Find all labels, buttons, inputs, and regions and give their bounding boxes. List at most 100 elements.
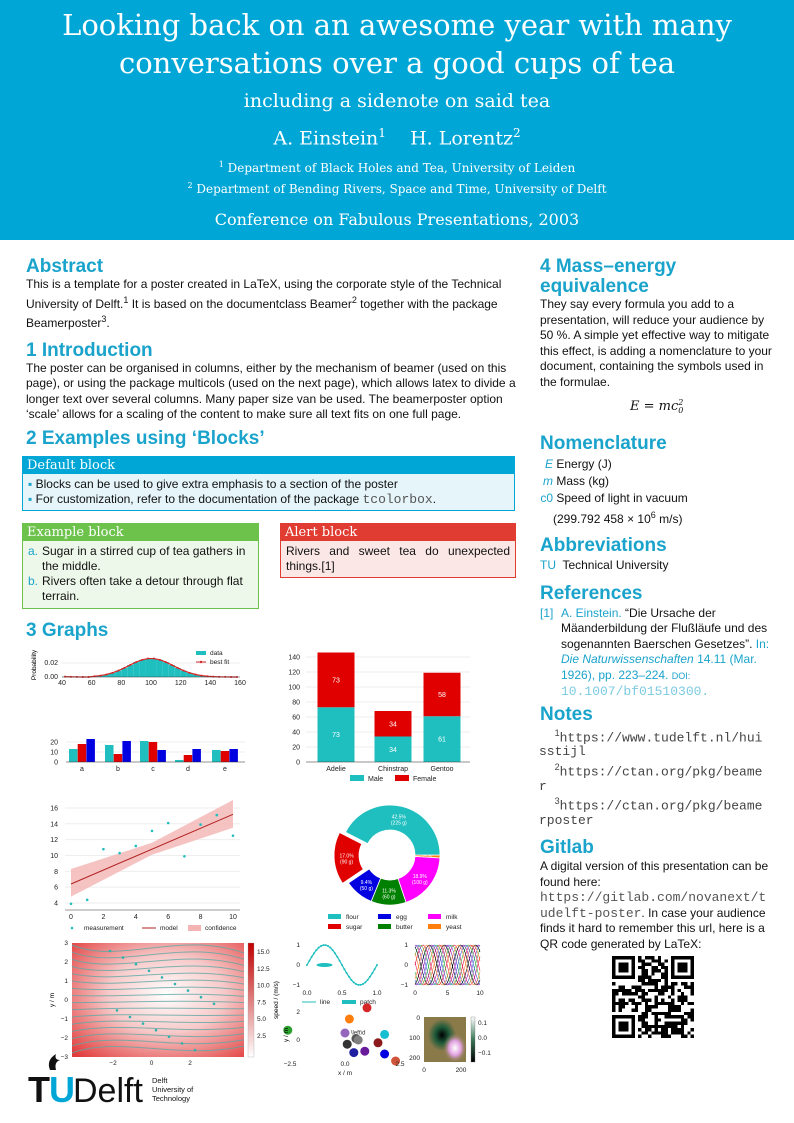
sine-point (350, 978, 353, 981)
qr-module (618, 989, 622, 993)
histogram-bar (162, 662, 169, 677)
scatter-marker (344, 1014, 354, 1024)
tick-label: 2 (101, 914, 105, 921)
qr-module (677, 1015, 681, 1019)
example-block: Example block a. Sugar in a stirred cup o… (22, 522, 259, 609)
qr-module (638, 989, 642, 993)
qr-module (641, 995, 645, 1000)
streamline (71, 1014, 245, 1018)
qr-module (648, 976, 652, 980)
note-item[interactable]: 3https://ctan.org/pkg/beamerposter (539, 796, 763, 828)
slice-percent-label: 42.5% (392, 815, 407, 821)
streamline (71, 958, 245, 966)
bar (220, 751, 230, 762)
note-item[interactable]: 1https://www.tudelft.nl/huisstijl (539, 727, 763, 760)
legend-label: flour (346, 914, 359, 921)
speed-field (72, 943, 244, 1057)
qr-module (651, 966, 655, 970)
best-fit-point (188, 671, 191, 674)
data-label: 34 (389, 747, 397, 754)
qr-module (621, 1002, 626, 1006)
histogram-bar (127, 664, 134, 677)
legend-swatch (188, 925, 201, 931)
best-fit-point (164, 661, 167, 664)
tick-label: 120 (175, 680, 187, 687)
qr-module (680, 1015, 685, 1019)
best-fit-point (111, 671, 114, 674)
histogram-bar (192, 674, 199, 677)
qr-module (641, 999, 645, 1003)
tick-label: 1 (64, 978, 68, 985)
qr-module (664, 1022, 668, 1026)
qr-module (687, 1002, 691, 1006)
qr-module (661, 966, 665, 970)
sine-point (371, 972, 374, 975)
qr-module (618, 1008, 622, 1013)
qr-module (651, 956, 655, 960)
qr-module (648, 979, 652, 983)
qr-module (648, 1025, 652, 1029)
gitlab-link[interactable]: https://gitlab.com/novanext/tudelft-post… (540, 890, 767, 921)
sine-point (338, 959, 341, 962)
qr-module (615, 992, 619, 996)
scatter-marker (340, 1028, 350, 1038)
qr-module (641, 959, 645, 964)
qr-module (671, 989, 675, 993)
qr-module (612, 992, 616, 996)
wave-line (414, 944, 481, 986)
donut-slice-egg (347, 868, 382, 902)
qr-module (657, 959, 662, 964)
annotation: \left\d (351, 1030, 366, 1036)
bar (77, 744, 87, 762)
graphs-heading: 3 Graphs (26, 620, 109, 641)
streamline (71, 944, 245, 954)
poster-subtitle: including a sidenote on said tea (243, 90, 551, 112)
qr-module (690, 1018, 694, 1023)
tick-label: 0 (69, 914, 73, 921)
qr-module (671, 999, 675, 1003)
y-axis-label: Probability (31, 649, 38, 680)
qr-module (661, 1028, 665, 1032)
legend-label: patch (360, 999, 376, 1006)
qr-module (654, 1018, 658, 1023)
wave-line (414, 944, 481, 986)
qr-module (657, 969, 662, 973)
stream-arrow (154, 1028, 158, 1032)
scatter-marker (349, 1048, 359, 1058)
example-block-body: a. Sugar in a stirred cup of tea gathers … (23, 541, 258, 607)
qr-module (654, 1028, 658, 1032)
qr-module (641, 979, 645, 983)
tick-label: 6 (54, 885, 58, 892)
qr-module (674, 1022, 678, 1026)
qr-module (680, 1028, 685, 1032)
qr-module (612, 1002, 616, 1006)
wave-line (414, 944, 481, 986)
legend-label: Female (413, 776, 436, 783)
note-item[interactable]: 2https://ctan.org/pkg/beamer (539, 761, 763, 794)
qr-module (612, 989, 616, 993)
legend-label: best fit (210, 659, 229, 666)
abbreviation-item: TU Technical University (540, 558, 669, 572)
qr-module (651, 972, 655, 977)
qr-module (641, 1025, 645, 1029)
donut-chart: 0.9%(5 g)18.9%(100 g)11.3%(60 g)9.4%(50 … (328, 804, 462, 931)
qr-module (644, 1012, 649, 1016)
qr-module (654, 1025, 658, 1029)
qr-module (618, 986, 622, 990)
qr-module (661, 1035, 665, 1039)
scatter-marker (353, 1035, 363, 1045)
qr-module (644, 1031, 649, 1036)
doi-link[interactable]: 10.1007/bf01510300. (561, 684, 710, 699)
stacked-bar (374, 711, 412, 737)
scatter-marker (360, 1046, 370, 1056)
measurement-point (102, 847, 105, 851)
best-fit-point (117, 669, 120, 672)
qr-module (644, 969, 649, 973)
slice-percent-label: 9.4% (361, 880, 373, 886)
slice-gram-label: (60 g) (382, 894, 395, 900)
colorbar-tick: 7.5 (257, 999, 266, 1006)
qr-module (671, 982, 675, 987)
tick-label: 0 (416, 1015, 420, 1022)
qr-module (677, 999, 681, 1003)
qr-module (644, 982, 649, 987)
